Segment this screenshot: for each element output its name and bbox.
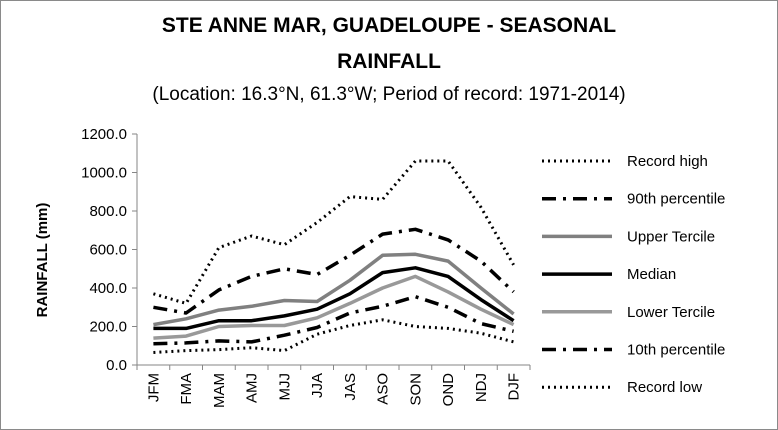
y-tick-label: 800.0 — [89, 203, 127, 220]
legend-label-record-low: Record low — [627, 379, 702, 396]
x-tick-label: AMJ — [244, 373, 261, 403]
chart-title-line1: STE ANNE MAR, GUADELOUPE - SEASONAL — [162, 14, 616, 37]
series-line-90th-percentile — [153, 227, 515, 315]
y-axis-label: RAINFALL (mm) — [34, 203, 51, 318]
x-tick-label: MJJ — [276, 373, 293, 401]
y-tick-label: 1000.0 — [81, 165, 127, 182]
legend-label-median: Median — [627, 266, 676, 283]
x-tick-label: FMA — [178, 373, 195, 405]
axes — [132, 133, 531, 370]
series-line-median — [153, 266, 515, 331]
series-lines — [152, 159, 515, 354]
chart-title-line2: RAINFALL — [337, 50, 441, 73]
series-line-record-low — [153, 318, 514, 354]
y-tick-label: 600.0 — [89, 242, 127, 259]
x-tick-label: JAS — [342, 373, 359, 401]
x-tick-label: SON — [407, 373, 424, 406]
x-tick-label: ASO — [375, 373, 392, 405]
legend: Record high 90th percentile Upper Tercile M… — [542, 153, 725, 396]
x-tick-label: JFM — [145, 373, 162, 402]
legend-label-lower-tercile: Lower Tercile — [627, 304, 715, 321]
x-tick-label: NDJ — [473, 373, 490, 402]
legend-label-upper-tercile: Upper Tercile — [627, 228, 715, 245]
series-line-upper-tercile — [153, 252, 515, 327]
y-tick-label: 400.0 — [89, 280, 127, 297]
x-tick-label: OND — [440, 373, 457, 407]
x-tick-label: MAM — [211, 373, 228, 408]
x-tick-labels: JFM FMA MAM AMJ MJJ JJA JAS ASO SON OND NDJ DJF — [145, 373, 522, 408]
x-tick-label: JJA — [309, 373, 326, 398]
legend-label-record-high: Record high — [627, 153, 708, 170]
y-tick-label: 200.0 — [89, 319, 127, 336]
y-tick-label: 1200.0 — [81, 126, 127, 143]
series-line-lower-tercile — [153, 274, 515, 340]
x-tick-label: DJF — [506, 373, 523, 401]
series-line-record-high — [152, 159, 515, 305]
legend-label-10th-percentile: 10th percentile — [627, 342, 725, 359]
chart-subtitle: (Location: 16.3°N, 61.3°W; Period of rec… — [152, 84, 625, 105]
y-tick-labels: 0.0 200.0 400.0 600.0 800.0 1000.0 1200.0 — [81, 126, 127, 374]
y-tick-label: 0.0 — [106, 357, 127, 374]
legend-label-90th-percentile: 90th percentile — [627, 191, 725, 208]
series-line-10th-percentile — [153, 294, 515, 346]
